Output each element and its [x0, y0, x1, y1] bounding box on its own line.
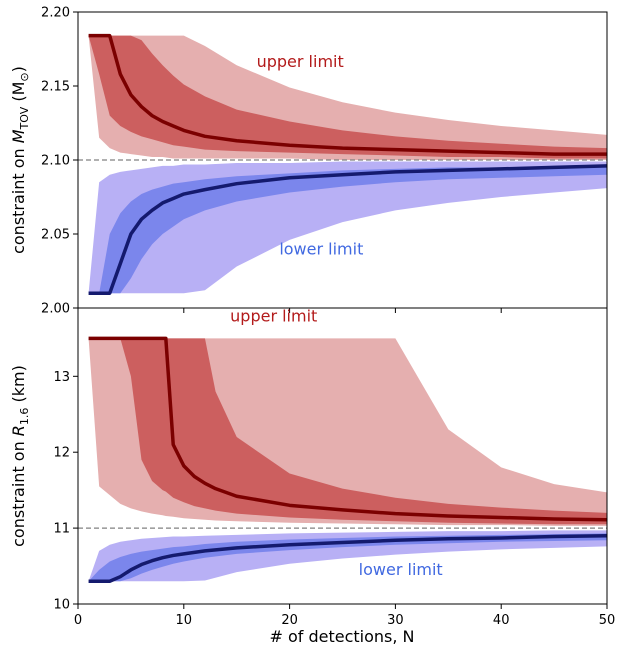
panel-bottom: upper limit lower limit 10 11 12 13 0 10 20 30 40 5… [9, 307, 615, 628]
upper-limit-median-line-top [88, 33, 607, 156]
x-tick-label: 50 [599, 613, 616, 628]
y-axis-label-bottom: constraint on R1.6 (km) [9, 365, 31, 547]
y-tick-label-bottom: 10 [53, 598, 70, 613]
y-tick-label-bottom: 12 [53, 446, 70, 461]
y-label-prefix: constraint on [9, 436, 28, 547]
x-tick-label: 20 [281, 613, 298, 628]
annotation-lower-top: lower limit [279, 240, 363, 259]
axes-frame-bottom [77, 307, 608, 605]
y-tick-label-top: 2.10 [41, 154, 70, 169]
upper-limit-median-line-bottom [88, 336, 607, 522]
y-label-unit: (M [9, 82, 28, 107]
y-label-subscript: 1.6 [18, 408, 31, 426]
upper-limit-inner-band-bottom [88, 338, 607, 525]
y-label-prefix: constraint on [9, 143, 28, 254]
y-tick-label-bottom: 11 [53, 522, 70, 537]
lower-limit-inner-band-bottom [88, 533, 607, 582]
plot-area-bottom [78, 336, 607, 583]
y-label-unit-close: ) [9, 66, 28, 72]
y-label-symbol: M [9, 129, 28, 143]
x-tick-label: 40 [493, 613, 510, 628]
panel-top: upper limit lower limit 2.00 2.05 2.10 2.15 2.… [9, 6, 608, 317]
annotation-lower-bottom: lower limit [359, 560, 443, 579]
annotation-upper-bottom: upper limit [230, 307, 317, 326]
lower-limit-inner-band-top [88, 165, 607, 294]
lower-limit-median-line-bottom [88, 533, 607, 583]
y-label-unit-subscript: ⊙ [18, 72, 31, 81]
upper-limit-inner-band-top [88, 35, 607, 159]
x-tick-label: 10 [176, 613, 193, 628]
y-label-symbol: R [9, 425, 28, 436]
lower-limit-median-line-top [88, 164, 607, 295]
x-tick-label: 0 [74, 613, 82, 628]
y-label-subscript: TOV [18, 106, 31, 130]
y-tick-label-top: 2.15 [41, 80, 70, 95]
y-tick-label-bottom: 13 [53, 370, 70, 385]
x-tick-label: 30 [387, 613, 404, 628]
plot-area-top [78, 33, 607, 295]
annotation-upper-top: upper limit [257, 52, 344, 71]
y-axis-label-top: constraint on MTOV (M⊙) [9, 66, 31, 254]
y-tick-label-top: 2.00 [41, 302, 70, 317]
y-tick-label-top: 2.20 [41, 6, 70, 21]
y-label-unit: (km) [9, 365, 28, 407]
y-tick-label-top: 2.05 [41, 228, 70, 243]
x-axis-label: # of detections, N [269, 627, 414, 646]
